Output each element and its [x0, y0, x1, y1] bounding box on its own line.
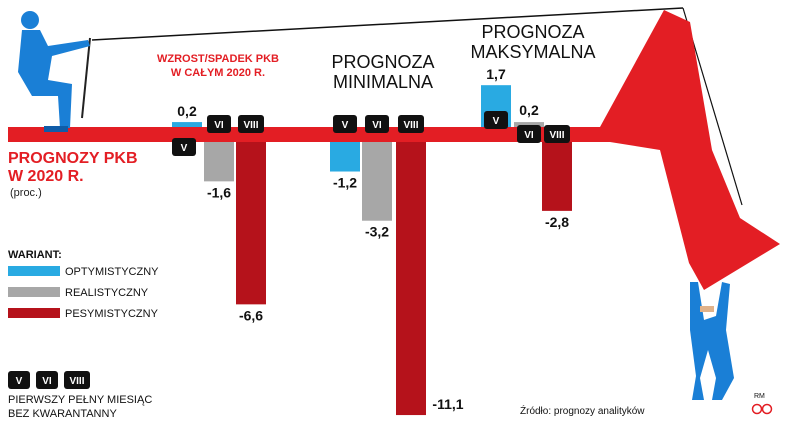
legend-label-optimistic: OPTYMISTYCZNY	[65, 266, 159, 278]
bar-optimistic-g2	[330, 142, 360, 172]
bar-realistic-g2	[362, 142, 392, 221]
month-tag-text-optimistic-g3: V	[493, 116, 500, 127]
month-key-tag-viii-text: VIII	[69, 376, 84, 387]
value-label-optimistic-g1: 0,2	[177, 103, 197, 119]
bar-pessimistic-g1	[236, 142, 266, 305]
month-tag-optimistic-g3	[484, 111, 508, 129]
walking-stick	[81, 37, 91, 119]
whole-year-label-line2: W CAŁYM 2020 R.	[171, 67, 265, 79]
month-tags-layer: V V V VI VI VI VIII VIII VIII	[172, 111, 570, 156]
bar-realistic-g3	[514, 122, 544, 127]
month-tag-realistic-g3	[517, 125, 541, 143]
legend-swatch-optimistic	[8, 266, 60, 276]
legend-title: WARIANT:	[8, 249, 62, 261]
group-max-title-line2: MAKSYMALNA	[470, 42, 595, 62]
month-tag-pessimistic-g2	[398, 115, 424, 133]
month-tag-text-realistic-g1: VI	[214, 120, 224, 131]
bar-pessimistic-g3	[542, 142, 572, 211]
person-pulling-icon	[18, 11, 90, 132]
month-key-tag-v-text: V	[16, 376, 23, 387]
bars-layer	[172, 85, 572, 416]
month-tag-optimistic-g2	[333, 115, 357, 133]
legend-label-pessimistic: PESYMISTYCZNY	[65, 308, 159, 320]
month-note-line2: BEZ KWARANTANNY	[8, 408, 117, 420]
legend-label-realistic: REALISTYCZNY	[65, 287, 149, 299]
value-label-optimistic-g2: -1,2	[333, 175, 357, 191]
month-tag-pessimistic-g1	[238, 115, 264, 133]
legend-swatch-realistic	[8, 287, 60, 297]
month-key-tag-v	[8, 371, 30, 389]
publisher-logo-circle-left	[751, 403, 763, 415]
month-tag-text-realistic-g2: VI	[372, 120, 382, 131]
publisher-logo-circle-right	[761, 403, 773, 415]
bar-pessimistic-g2	[396, 142, 426, 416]
legend-swatch-pessimistic	[8, 308, 60, 318]
month-tag-optimistic-g1	[172, 138, 196, 156]
value-label-pessimistic-g3: -2,8	[545, 214, 569, 230]
red-gdp-arrow	[8, 10, 780, 290]
month-tag-pessimistic-g3	[544, 125, 570, 143]
chart-title-line1: PROGNOZY PKB	[8, 150, 138, 167]
group-max-title-line1: PROGNOZA	[481, 22, 584, 42]
month-tag-text-pessimistic-g2: VIII	[403, 120, 418, 131]
unit-label: (proc.)	[10, 187, 42, 199]
month-key-tag-vi	[36, 371, 58, 389]
month-tag-text-optimistic-g2: V	[342, 120, 349, 131]
month-key: V VI VIII	[8, 371, 90, 389]
value-label-optimistic-g3: 1,7	[486, 66, 506, 82]
month-tag-realistic-g2	[365, 115, 389, 133]
person-holding-arrow-icon	[690, 282, 734, 400]
bar-realistic-g1	[204, 142, 234, 182]
month-tag-text-optimistic-g1: V	[181, 143, 188, 154]
rope-line	[91, 7, 684, 41]
month-tag-text-pessimistic-g1: VIII	[243, 120, 258, 131]
month-tag-realistic-g1	[207, 115, 231, 133]
month-tag-text-pessimistic-g3: VIII	[549, 130, 564, 141]
bar-optimistic-g1	[172, 122, 202, 127]
whole-year-label-line1: WZROST/SPADEK PKB	[157, 53, 279, 65]
month-key-tag-vi-text: VI	[42, 376, 52, 387]
group-min-title-line1: PROGNOZA	[331, 52, 434, 72]
value-label-realistic-g2: -3,2	[365, 224, 389, 240]
source-note: Źródło: prognozy analityków	[520, 404, 645, 417]
month-key-tag-viii	[64, 371, 90, 389]
value-label-pessimistic-g2: -11,1	[432, 396, 463, 412]
value-label-realistic-g3: 0,2	[519, 102, 539, 118]
value-label-pessimistic-g1: -6,6	[239, 307, 263, 323]
chart-title-line2: W 2020 R.	[8, 168, 84, 185]
value-labels-layer: 0,2 -1,2 1,7 -1,6 -3,2 0,2 -6,6 -11,1 -2,8	[177, 66, 569, 412]
group-min-title-line2: MINIMALNA	[333, 72, 433, 92]
month-note-line1: PIERWSZY PEŁNY MIESIĄC	[8, 394, 152, 406]
credit-initials: RM	[754, 393, 765, 400]
month-tag-text-realistic-g3: VI	[524, 130, 534, 141]
value-label-realistic-g1: -1,6	[207, 184, 231, 200]
